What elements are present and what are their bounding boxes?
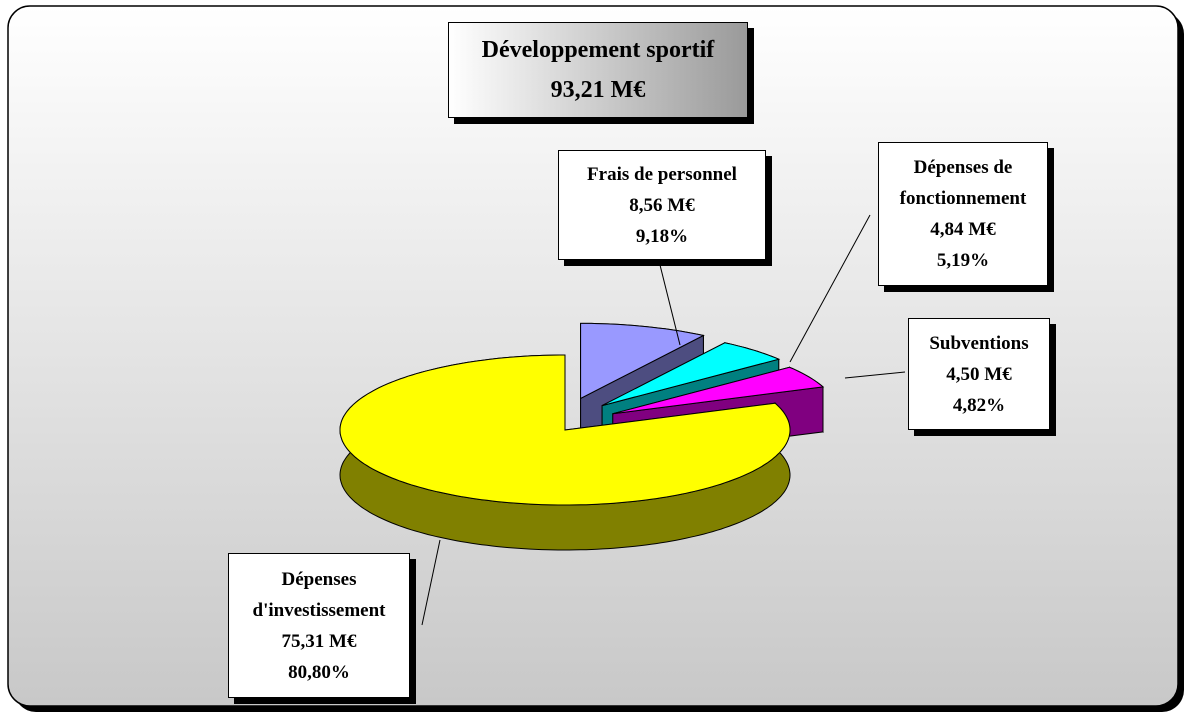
leader-line [421,539,441,626]
data-label: Dépenses de fonctionnement 4,84 M€ 5,19% [878,142,1048,286]
slice [339,354,791,506]
leader-lines [421,214,906,626]
data-label: Dépenses d'investissement 75,31 M€ 80,80… [228,553,410,698]
category-label: Dépenses d'investissement [252,568,386,621]
category-label: Dépenses de fonctionnement [899,157,1027,209]
amount-label: 75,31 M€ [281,630,357,652]
data-label: Subventions 4,50 M€ 4,82% [908,318,1050,430]
amount-label: 4,84 M€ [930,219,996,240]
slice [601,342,781,407]
leader-line [844,371,906,379]
amount-label: 4,50 M€ [946,363,1012,385]
leader-line [659,264,681,346]
data-label: Frais de personnel 8,56 M€ 9,18% [558,150,766,260]
leader-line [789,214,871,363]
category-label: Subventions [929,332,1029,354]
pie [339,322,825,551]
amount-label: 8,56 M€ [629,194,695,216]
title-box: Développement sportif 93,21 M€ [448,22,748,118]
slice [612,366,825,415]
chart-title: Développement sportif [481,37,715,63]
slice [580,322,705,400]
value-label: 9,18% [635,225,689,247]
value-label: 5,19% [936,250,990,271]
chart-subtitle: 93,21 M€ [550,77,646,103]
value-label: 80,80% [288,661,350,683]
category-label: Frais de personnel [587,163,737,185]
value-label: 4,82% [952,394,1006,416]
